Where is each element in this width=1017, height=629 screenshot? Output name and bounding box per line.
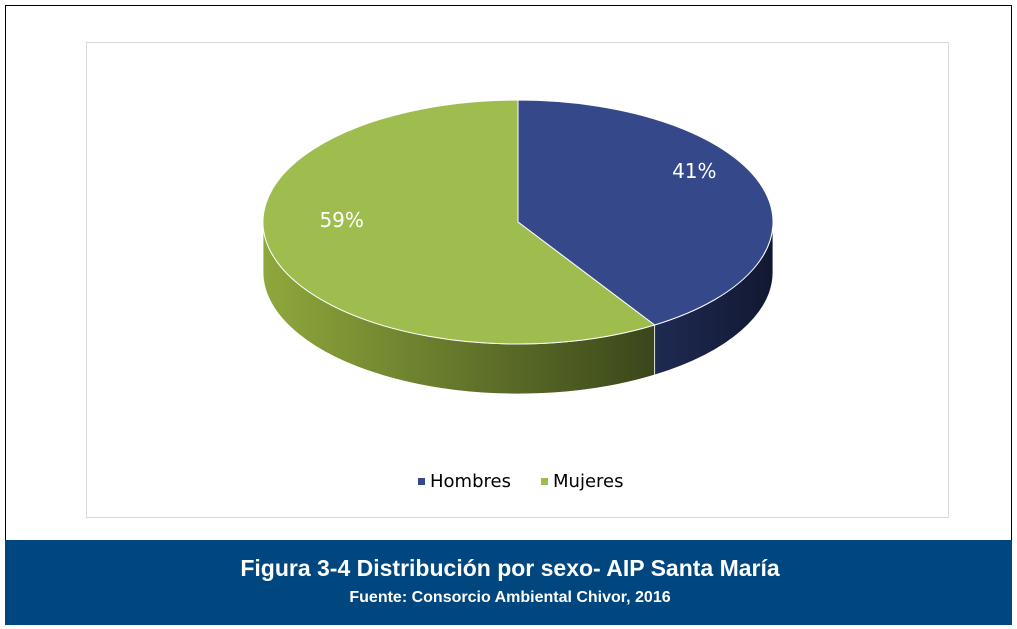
pie: 41% 59% bbox=[262, 99, 774, 395]
data-label: 59% bbox=[319, 208, 363, 232]
legend-label: Hombres bbox=[430, 471, 511, 492]
caption-source: Fuente: Consorcio Ambiental Chivor, 2016 bbox=[349, 589, 670, 606]
legend-swatch bbox=[541, 478, 548, 485]
frame bbox=[5, 5, 1012, 540]
pie-slice bbox=[517, 99, 774, 326]
legend: Hombres Mujeres bbox=[418, 471, 623, 492]
legend-swatch bbox=[418, 478, 425, 485]
caption-band bbox=[5, 540, 1012, 625]
pie-slice bbox=[262, 99, 656, 345]
caption-title: Figura 3-4 Distribución por sexo- AIP Sa… bbox=[240, 555, 780, 581]
legend-label: Mujeres bbox=[553, 471, 623, 492]
data-label: 41% bbox=[672, 159, 716, 183]
